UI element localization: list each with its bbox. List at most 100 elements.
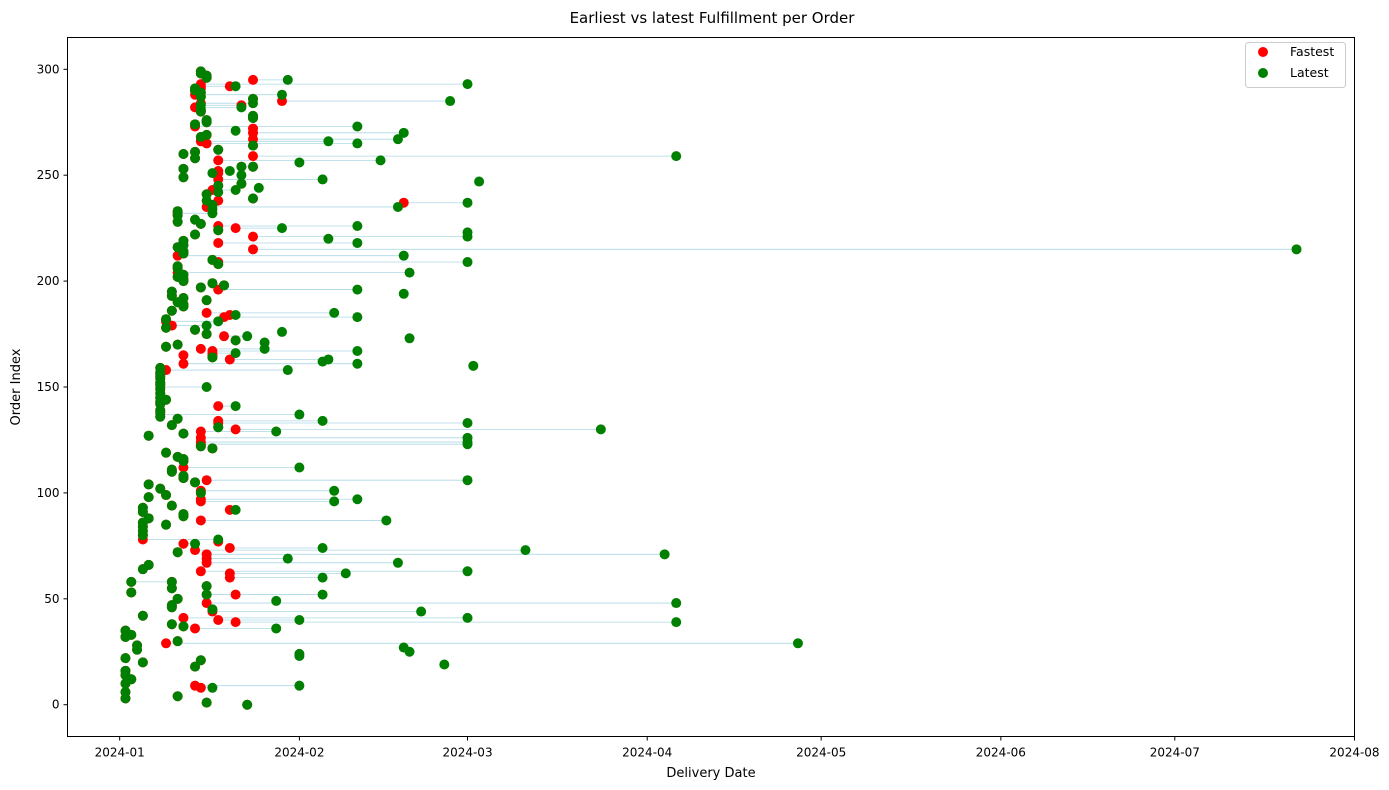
latest-point (416, 606, 427, 617)
latest-point (143, 559, 154, 570)
latest-point (190, 477, 201, 488)
fastest-point (248, 231, 259, 242)
legend-box (1245, 42, 1346, 88)
latest-point (462, 257, 473, 268)
latest-point (190, 146, 201, 157)
latest-point (166, 286, 177, 297)
latest-point (294, 462, 305, 473)
latest-point (230, 335, 241, 346)
latest-point (248, 140, 259, 151)
latest-point (172, 636, 183, 647)
latest-point (120, 653, 131, 664)
latest-point (178, 293, 189, 304)
latest-point (392, 134, 403, 145)
fastest-point (224, 542, 235, 553)
fastest-point (213, 615, 224, 625)
latest-point (236, 161, 247, 172)
latest-point (352, 312, 363, 323)
latest-point (259, 337, 270, 348)
latest-point (195, 487, 206, 498)
latest-point (317, 542, 328, 553)
latest-point (143, 513, 154, 524)
latest-point (172, 451, 183, 462)
latest-point (190, 229, 201, 240)
fastest-point (213, 401, 224, 412)
latest-point (392, 557, 403, 568)
latest-point (201, 581, 212, 592)
latest-point (329, 485, 340, 496)
latest-point (671, 617, 682, 628)
latest-point (161, 322, 172, 333)
latest-point (230, 125, 241, 136)
latest-point (207, 254, 218, 265)
latest-point (317, 174, 328, 185)
latest-point (439, 659, 450, 670)
latest-point (294, 409, 305, 420)
latest-point (213, 144, 224, 155)
latest-point (236, 178, 247, 189)
fastest-point (213, 155, 224, 166)
latest-point (190, 538, 201, 549)
latest-point (190, 214, 201, 225)
fastest-point (230, 424, 241, 435)
fastest-point (219, 331, 230, 342)
latest-point (271, 595, 282, 606)
latest-point (178, 149, 189, 159)
latest-point (230, 401, 241, 412)
latest-point (317, 589, 328, 600)
latest-point (352, 358, 363, 369)
latest-point (317, 415, 328, 426)
latest-point (172, 593, 183, 604)
latest-point (126, 587, 137, 598)
y-tick-label: 300 (37, 62, 60, 76)
latest-point (201, 382, 212, 392)
latest-point (462, 197, 473, 208)
latest-point (236, 102, 247, 113)
latest-point (659, 549, 670, 560)
latest-point (474, 176, 485, 187)
y-axis-label: Order Index (9, 348, 24, 425)
latest-point (1291, 244, 1302, 255)
fastest-point (248, 123, 259, 134)
latest-point (172, 261, 183, 272)
latest-point (253, 182, 264, 193)
latest-point (190, 661, 201, 672)
latest-point (462, 418, 473, 429)
y-tick-label: 150 (37, 380, 60, 394)
latest-point (207, 352, 218, 363)
latest-point (201, 697, 212, 708)
fastest-point (195, 426, 206, 437)
latest-point (143, 492, 154, 503)
latest-point (230, 309, 241, 320)
latest-point (236, 170, 247, 181)
latest-point (404, 267, 415, 278)
latest-point (248, 93, 259, 104)
latest-point (375, 155, 386, 166)
latest-point (230, 81, 241, 92)
latest-point (323, 354, 334, 365)
legend-marker-latest (1258, 68, 1268, 78)
legend-label-fastest: Fastest (1290, 44, 1334, 59)
latest-point (277, 326, 287, 337)
latest-point (190, 83, 201, 94)
fastest-point (178, 350, 189, 361)
latest-point (352, 237, 363, 248)
latest-point (213, 180, 224, 191)
x-tick-label: 2024-03 (442, 746, 492, 760)
latest-point (137, 502, 148, 513)
latest-point (352, 121, 363, 132)
latest-point (230, 348, 241, 359)
latest-point (166, 420, 177, 431)
latest-point (445, 96, 456, 107)
latest-point (242, 699, 253, 710)
latest-point (190, 324, 201, 335)
latest-point (172, 547, 183, 558)
plot-area-frame (67, 37, 1355, 737)
latest-point (277, 223, 287, 234)
latest-point (294, 157, 305, 168)
latest-points (120, 66, 1302, 710)
latest-point (166, 576, 177, 587)
latest-point (213, 422, 224, 433)
latest-point (352, 494, 363, 505)
latest-point (172, 413, 183, 424)
